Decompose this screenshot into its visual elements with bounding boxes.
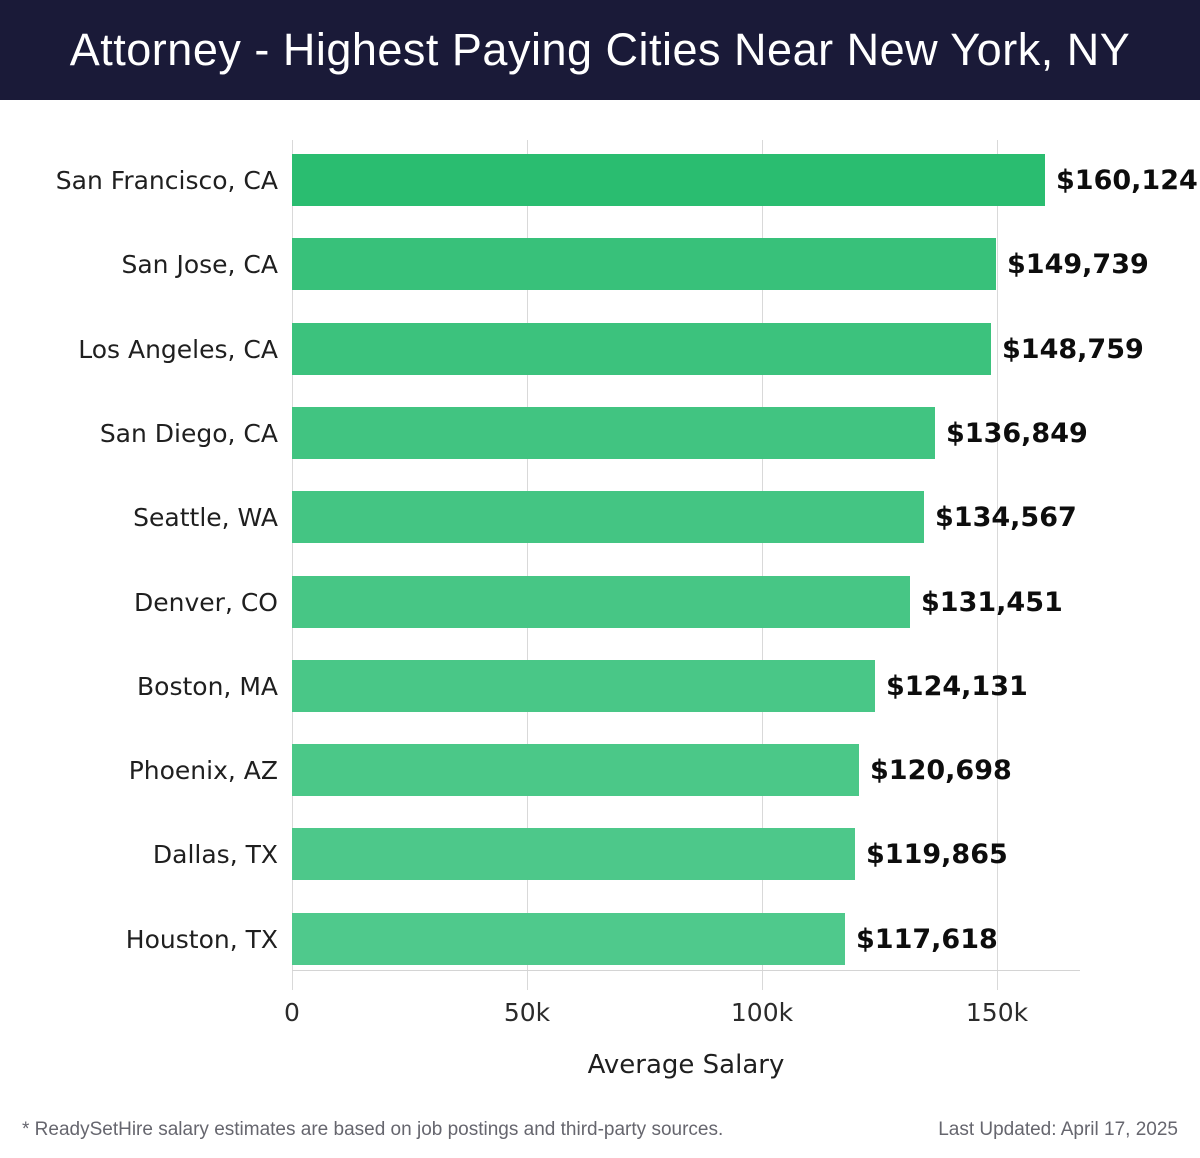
x-gridline — [997, 140, 998, 990]
bar — [292, 238, 996, 290]
bar — [292, 407, 935, 459]
category-label: Dallas, TX — [152, 839, 278, 869]
bar-value-label: $117,618 — [856, 923, 998, 955]
x-tick-label: 0 — [284, 998, 300, 1027]
bar — [292, 323, 991, 375]
bar-chart: 0 50k 100k 150k San Francisco, CA $160,124 San… — [0, 100, 1200, 1158]
bar — [292, 744, 859, 796]
category-label: Los Angeles, CA — [78, 334, 278, 364]
bar — [292, 154, 1045, 206]
bar — [292, 660, 875, 712]
x-axis-line — [292, 970, 1080, 971]
bar — [292, 491, 924, 543]
x-gridline — [527, 140, 528, 990]
category-label: San Diego, CA — [99, 418, 278, 448]
bar-value-label: $131,451 — [921, 586, 1063, 618]
category-label: Denver, CO — [134, 587, 278, 617]
x-gridline — [292, 140, 293, 990]
page-title: Attorney - Highest Paying Cities Near Ne… — [69, 24, 1131, 75]
x-axis-title: Average Salary — [587, 1050, 785, 1080]
bar — [292, 828, 855, 880]
category-label: Seattle, WA — [133, 502, 278, 532]
category-label: Houston, TX — [125, 924, 278, 954]
x-tick-label: 150k — [965, 998, 1029, 1027]
footer-note: * ReadySetHire salary estimates are base… — [22, 1119, 724, 1140]
footer-last-updated: Last Updated: April 17, 2025 — [938, 1119, 1178, 1140]
x-gridline — [762, 140, 763, 990]
bar-value-label: $120,698 — [870, 754, 1012, 786]
footer: * ReadySetHire salary estimates are base… — [0, 1108, 1200, 1152]
bar — [292, 576, 910, 628]
bar-value-label: $119,865 — [866, 838, 1008, 870]
x-tick-label: 100k — [730, 998, 794, 1027]
header-bar: Attorney - Highest Paying Cities Near Ne… — [0, 0, 1200, 100]
bar-value-label: $160,124 — [1056, 164, 1198, 196]
category-label: Boston, MA — [137, 671, 278, 701]
bar-value-label: $134,567 — [935, 501, 1077, 533]
bar — [292, 913, 845, 965]
bar-value-label: $124,131 — [886, 670, 1028, 702]
category-label: San Francisco, CA — [55, 165, 278, 195]
x-tick-label: 50k — [503, 998, 551, 1027]
bar-value-label: $136,849 — [946, 417, 1088, 449]
bar-value-label: $149,739 — [1007, 248, 1149, 280]
bar-value-label: $148,759 — [1002, 333, 1144, 365]
category-label: San Jose, CA — [121, 249, 278, 279]
category-label: Phoenix, AZ — [128, 755, 278, 785]
